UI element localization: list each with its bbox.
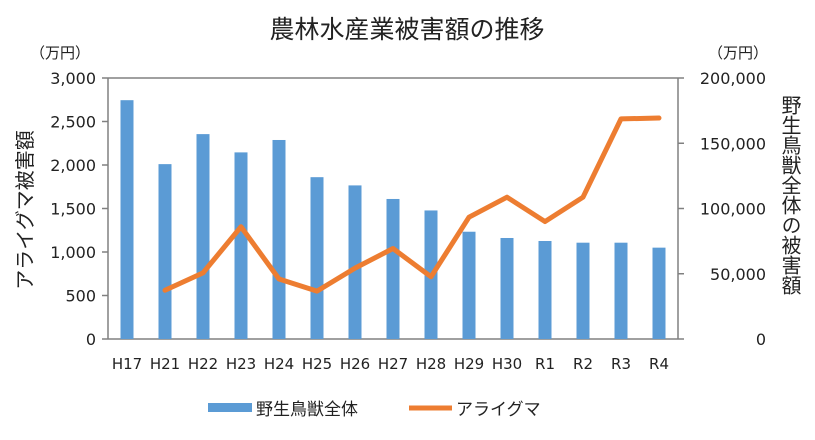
left-tick-label: 0 [86,330,96,349]
bar-H17 [121,100,134,339]
legend-label-line: アライグマ [456,400,541,420]
bar-H30 [501,238,514,339]
x-tick-label: H17 [112,355,142,373]
legend-swatch-bar [208,403,252,412]
left-tick-label: 2,500 [50,113,96,132]
x-tick-label: H26 [340,355,370,373]
right-tick-label: 0 [756,330,766,349]
legend-label-bar: 野生鳥獣全体 [256,400,358,420]
right-tick-label: 150,000 [700,134,766,153]
x-tick-label: R2 [573,355,593,373]
bar-H22 [197,134,210,339]
x-tick-label: H30 [492,355,522,373]
x-tick-label: R1 [535,355,555,373]
left-tick-label: 500 [65,287,96,306]
x-tick-label: H23 [226,355,256,373]
bar-R3 [615,243,628,339]
left-tick-label: 2,000 [50,156,96,175]
bar-H21 [159,164,172,339]
bar-R4 [653,248,666,339]
bar-R2 [577,243,590,339]
x-tick-label: H21 [150,355,180,373]
x-tick-label: H24 [264,355,294,373]
left-axis-title: アライグマ被害額 [13,130,37,290]
right-tick-label: 50,000 [710,265,766,284]
bar-H29 [463,232,476,339]
x-tick-label: H27 [378,355,408,373]
x-tick-label: H22 [188,355,218,373]
left-unit-label: （万円） [30,44,90,62]
left-tick-label: 3,000 [50,69,96,88]
x-tick-label: R3 [611,355,631,373]
legend: 野生鳥獣全体 アライグマ [208,400,541,420]
bar-H23 [235,152,248,339]
right-tick-label: 100,000 [700,200,766,219]
x-tick-label: H28 [416,355,446,373]
bar-H26 [349,185,362,339]
bar-H24 [273,140,286,339]
right-tick-label: 200,000 [700,69,766,88]
bar-H25 [311,177,324,339]
x-tick-label: H29 [454,355,484,373]
right-axis-title: 野生鳥獣全体の被害額 [778,95,802,295]
chart-title: 農林水産業被害額の推移 [269,15,544,44]
bar-R1 [539,241,552,339]
left-tick-label: 1,500 [50,200,96,219]
left-tick-label: 1,000 [50,243,96,262]
x-tick-label: R4 [649,355,669,373]
bar-H27 [387,199,400,339]
x-tick-label: H25 [302,355,332,373]
right-unit-label: （万円） [708,44,768,62]
